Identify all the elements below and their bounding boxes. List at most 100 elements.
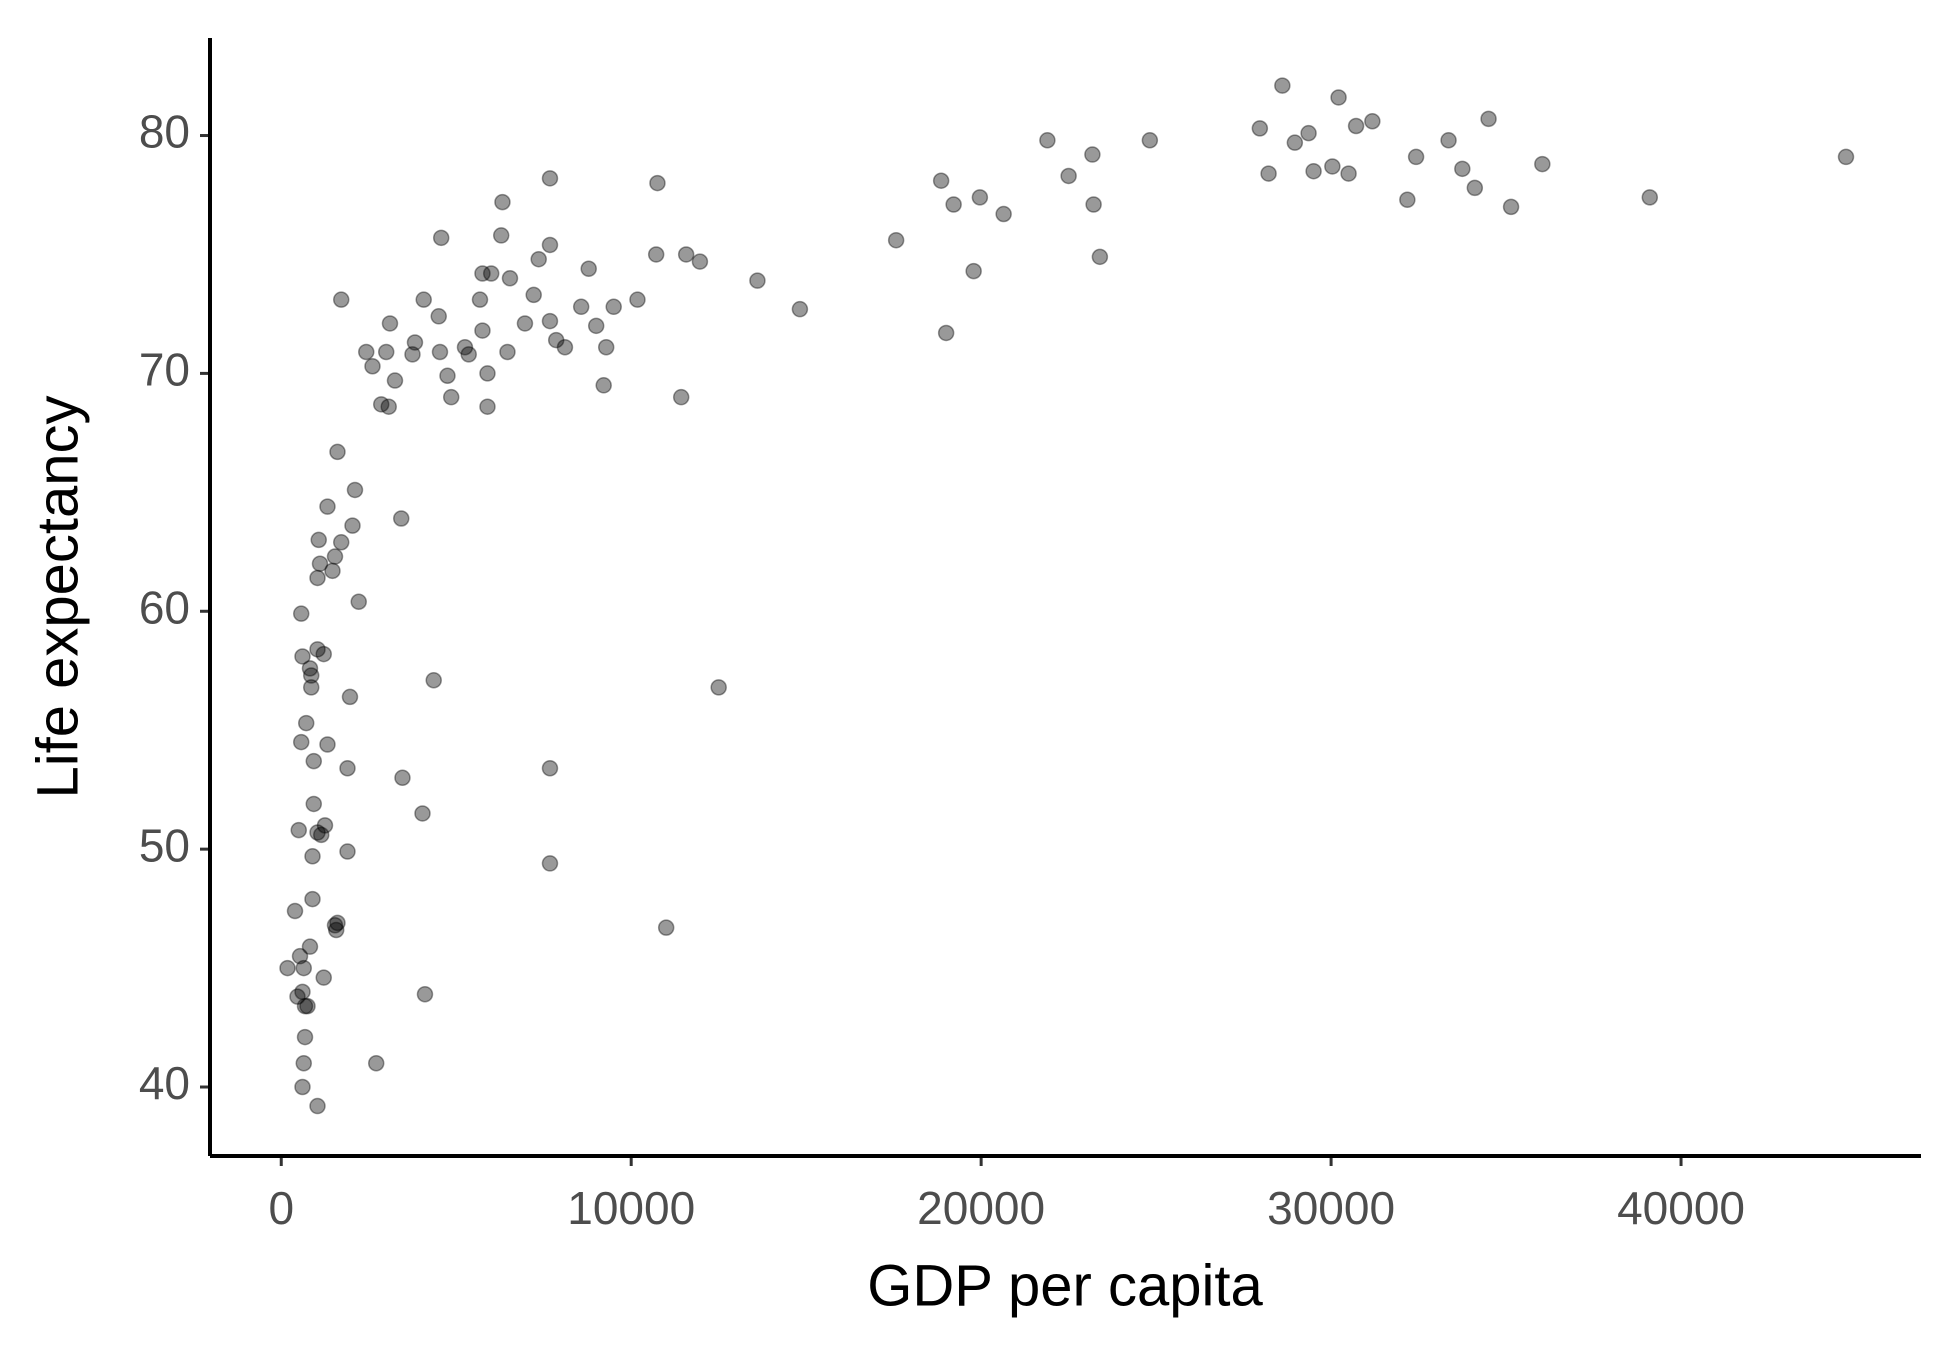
point [572,298,590,316]
x-tick-label: 40000 [1617,1182,1745,1234]
point [302,667,320,684]
point [647,246,665,263]
point [309,569,326,587]
point [339,760,356,777]
point [392,510,410,527]
point [339,843,356,860]
point [319,498,336,515]
point [1502,198,1520,216]
point [296,997,314,1015]
point [1440,132,1457,149]
point [332,534,350,551]
point [341,688,359,706]
point [887,231,905,249]
point [1837,148,1855,166]
point [1399,191,1416,209]
point [286,902,304,920]
point [358,343,375,361]
point [1085,196,1102,213]
point [1084,146,1101,163]
point [482,265,500,282]
point [332,291,350,308]
point [597,338,615,356]
x-tick-label: 30000 [1267,1182,1395,1234]
y-tick-label: 80 [139,106,190,158]
point [377,343,395,361]
point [1305,162,1322,180]
point [294,983,311,1001]
point [1060,167,1077,185]
point [1347,117,1365,135]
point [541,312,559,330]
y-tick-label: 70 [139,344,190,396]
point [499,343,516,361]
point [381,315,399,332]
point [492,227,510,244]
point [516,315,534,332]
point [1286,134,1304,151]
point [279,959,296,977]
point [541,170,559,187]
x-axis-title: GDP per capita [867,1253,1263,1318]
point [404,346,421,363]
point [309,641,326,658]
point [326,548,344,565]
point [327,921,345,939]
point [474,265,491,282]
point [296,1028,314,1046]
point [329,914,346,932]
point [1454,160,1471,178]
point [324,562,341,580]
point [364,358,381,375]
point [310,531,327,549]
point [530,250,547,268]
point [595,377,612,394]
point [1274,77,1291,94]
point [971,189,989,206]
point [1260,165,1277,182]
point [302,679,320,696]
point [1039,132,1056,149]
x-tick-label: 0 [268,1182,294,1234]
point [316,817,334,834]
x-tick-label: 10000 [567,1182,695,1234]
point [479,398,496,415]
point [386,372,404,389]
point [556,338,574,356]
point [380,398,397,415]
point [1324,158,1341,175]
point [350,593,367,611]
point [294,1078,311,1096]
point [587,317,605,335]
point [297,714,315,732]
point [1330,89,1347,106]
point [304,848,321,865]
point [315,969,332,986]
y-axis-title: Life expectancy [25,395,90,798]
point [312,826,330,844]
point [605,298,622,316]
point [425,672,442,689]
point [494,193,511,211]
point [372,396,390,413]
point [937,324,955,342]
point [541,236,559,254]
point [305,752,323,770]
point [301,660,319,677]
point [1641,189,1659,206]
point [474,322,491,339]
point [547,331,565,349]
point [749,272,766,289]
point [294,648,311,665]
point [657,919,675,936]
point [945,196,962,213]
point [304,890,321,908]
point [406,334,424,351]
point [677,246,695,263]
point [430,308,447,325]
point [299,997,316,1015]
point [525,286,542,304]
point [541,760,559,777]
point [394,769,411,787]
